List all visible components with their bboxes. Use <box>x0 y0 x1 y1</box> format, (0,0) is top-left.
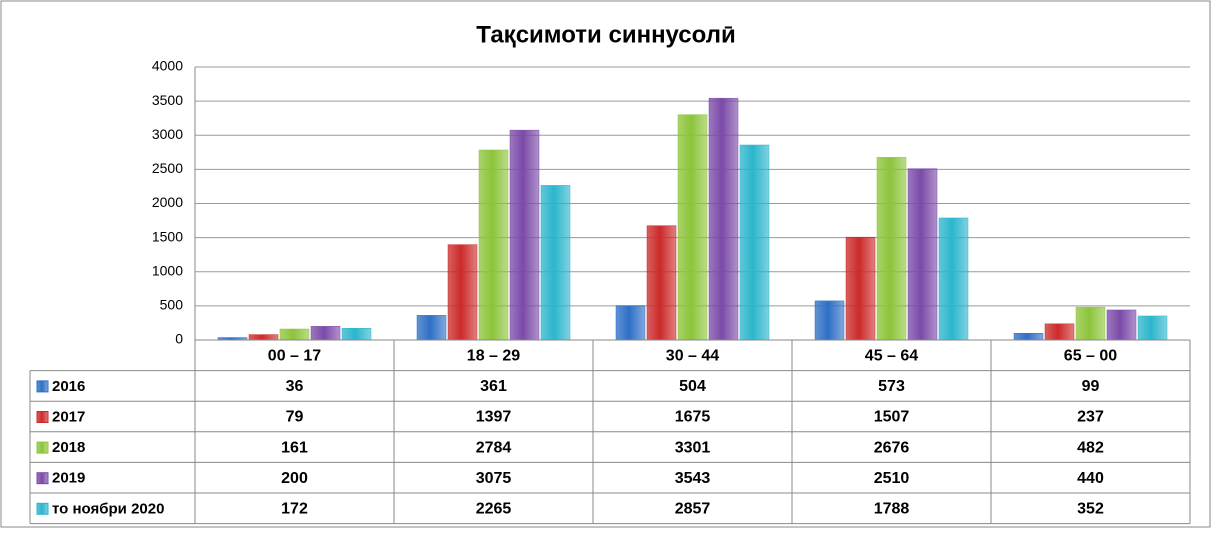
y-tick-label: 3500 <box>152 92 183 108</box>
y-tick-label: 4000 <box>152 58 183 74</box>
legend-key <box>36 411 49 423</box>
table-cell: 573 <box>878 378 905 395</box>
bar <box>310 326 341 341</box>
table-cell: 237 <box>1077 409 1104 426</box>
bar <box>876 157 907 341</box>
bar <box>646 225 677 341</box>
y-tick-label: 1000 <box>152 262 183 278</box>
bar <box>814 300 845 341</box>
bar <box>341 328 372 341</box>
bar <box>677 114 708 341</box>
bar <box>938 217 969 341</box>
legend-key <box>36 472 49 485</box>
table-cell: 440 <box>1077 470 1104 487</box>
legend-key <box>36 502 49 515</box>
table-cell: 2265 <box>476 501 512 518</box>
table-cell: 99 <box>1082 378 1100 395</box>
bar <box>540 185 571 341</box>
bar <box>279 328 310 341</box>
bar <box>845 236 876 341</box>
bar <box>1137 315 1168 341</box>
table-cell: 2510 <box>874 470 910 487</box>
bar <box>447 244 478 341</box>
table-cell: 482 <box>1077 439 1104 456</box>
chart-title: Тақсимоти синнусолӣ <box>476 21 735 48</box>
table-cell: 2857 <box>675 501 711 518</box>
legend-label: 2016 <box>52 378 85 395</box>
table-cell: 3543 <box>675 470 711 487</box>
table-cell: 3075 <box>476 470 512 487</box>
x-tick-label: 30 – 44 <box>666 348 719 365</box>
y-tick-label: 500 <box>160 297 184 313</box>
y-tick-label: 2000 <box>152 194 183 210</box>
x-tick-label: 65 – 00 <box>1064 348 1117 365</box>
y-tick-label: 3000 <box>152 126 183 142</box>
table-cell: 79 <box>286 409 304 426</box>
legend-label: 2018 <box>52 439 85 456</box>
y-tick-label: 1500 <box>152 228 183 244</box>
bar <box>478 149 509 341</box>
bar <box>907 168 938 341</box>
bar <box>1075 306 1106 341</box>
bar <box>1106 309 1137 341</box>
bar <box>248 334 279 341</box>
table-cell: 172 <box>281 501 308 518</box>
table-cell: 161 <box>281 439 308 456</box>
y-tick-label: 0 <box>175 331 183 347</box>
legend-label: 2017 <box>52 408 85 425</box>
legend-label: 2019 <box>52 470 85 487</box>
table-cell: 2784 <box>476 439 512 456</box>
bar <box>615 305 646 341</box>
bar <box>416 315 447 341</box>
table-cell: 352 <box>1077 501 1104 518</box>
table-cell: 36 <box>286 378 304 395</box>
table-cell: 1788 <box>874 501 910 518</box>
table-cell: 1397 <box>476 409 512 426</box>
bar <box>509 129 540 341</box>
table-cell: 200 <box>281 470 308 487</box>
table-cell: 2676 <box>874 439 910 456</box>
bar <box>739 144 770 341</box>
x-tick-label: 45 – 64 <box>865 348 918 365</box>
x-tick-label: 00 – 17 <box>268 348 321 365</box>
bar <box>708 97 739 341</box>
table-cell: 361 <box>480 378 507 395</box>
y-tick-label: 2500 <box>152 160 183 176</box>
x-tick-label: 18 – 29 <box>467 348 520 365</box>
legend-key <box>36 441 49 454</box>
table-cell: 3301 <box>675 439 711 456</box>
legend-label: то ноябри 2020 <box>52 500 164 517</box>
table-cell: 504 <box>679 378 706 395</box>
legend-key <box>36 380 49 393</box>
bar <box>1044 323 1075 341</box>
table-cell: 1675 <box>675 409 711 426</box>
bar <box>1013 332 1044 341</box>
table-cell: 1507 <box>874 409 910 426</box>
